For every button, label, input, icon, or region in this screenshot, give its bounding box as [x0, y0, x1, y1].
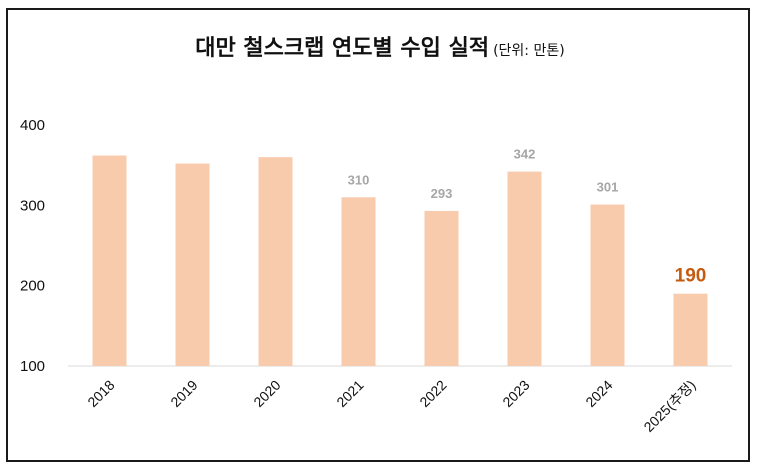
x-tick-label: 2019 [167, 377, 200, 410]
y-tick-label: 200 [20, 278, 45, 295]
x-tick-label: 2025(추정) [640, 377, 698, 435]
y-tick-label: 100 [20, 358, 45, 375]
data-label: 342 [514, 147, 536, 162]
data-label: 190 [675, 266, 707, 287]
bar [258, 157, 293, 366]
bar [507, 171, 542, 366]
bar [590, 204, 625, 366]
chart-frame [6, 8, 750, 462]
bar [673, 293, 708, 366]
x-tick-label: 2023 [499, 377, 532, 410]
bar [175, 163, 210, 366]
x-tick-label: 2020 [250, 377, 283, 410]
y-tick-label: 300 [20, 197, 45, 214]
y-tick-label: 400 [20, 117, 45, 134]
bar [424, 210, 459, 366]
bar [92, 155, 127, 366]
data-label: 301 [597, 180, 619, 195]
x-tick-label: 2024 [582, 377, 615, 410]
x-tick-label: 2021 [333, 377, 366, 410]
x-tick-label: 2022 [416, 377, 449, 410]
bar [341, 197, 376, 366]
chart-unit-subtitle: (단위: 만톤) [493, 43, 565, 59]
x-tick-label: 2018 [84, 377, 117, 410]
chart-title: 대만 철스크랩 연도별 수입 실적 [195, 36, 490, 61]
chart-title-block: 대만 철스크랩 연도별 수입 실적 (단위: 만톤) [0, 30, 760, 62]
data-label: 293 [431, 186, 453, 201]
data-label: 310 [348, 172, 370, 187]
